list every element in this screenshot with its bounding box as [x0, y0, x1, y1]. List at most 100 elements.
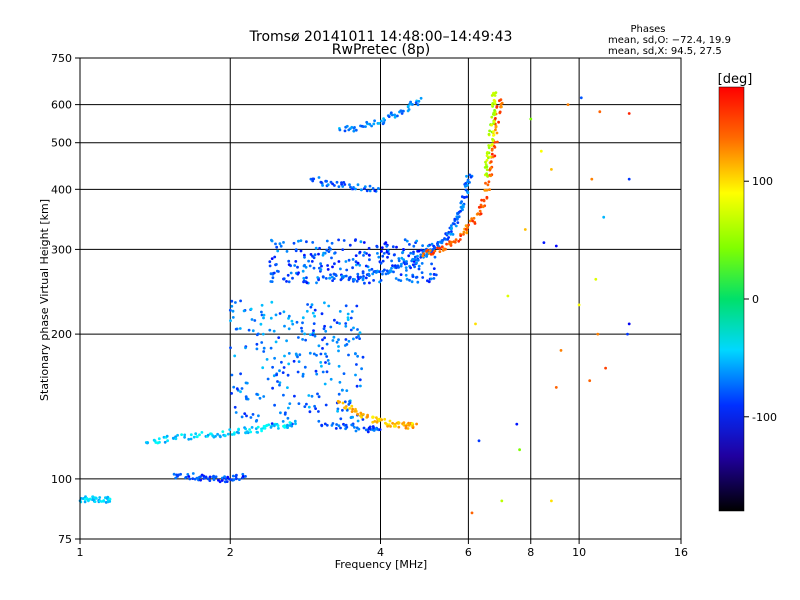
trace-point	[490, 148, 494, 152]
trace-point	[293, 419, 297, 423]
cluster-point	[350, 310, 354, 313]
trace-point	[416, 103, 420, 107]
cluster-point	[303, 255, 306, 259]
cluster-point	[390, 259, 393, 263]
trace-point	[441, 249, 445, 252]
trace-point	[419, 255, 423, 259]
cluster-point	[416, 254, 419, 258]
trace-point	[397, 425, 401, 429]
cluster-point	[397, 257, 401, 260]
trace-point	[395, 421, 399, 425]
scattered-point	[523, 228, 527, 231]
trace-point	[249, 430, 253, 434]
trace-point	[108, 500, 112, 503]
cluster-point	[407, 254, 411, 258]
trace-point	[353, 426, 356, 429]
cluster-point	[262, 346, 266, 350]
trace-point	[238, 478, 241, 481]
trace-point	[106, 495, 110, 499]
cluster-point	[240, 387, 244, 390]
trace-point	[311, 177, 315, 181]
cluster-point	[320, 264, 323, 268]
trace-point	[223, 434, 227, 438]
trace-point	[378, 428, 382, 431]
cluster-point	[327, 246, 331, 250]
trace-point	[421, 254, 425, 258]
trace-point	[356, 272, 360, 276]
trace-point	[383, 417, 387, 421]
cluster-point	[335, 340, 339, 344]
trace-point	[197, 478, 200, 482]
trace-point	[353, 409, 357, 413]
trace-point	[174, 476, 178, 480]
trace-point	[260, 427, 263, 431]
cluster-point	[338, 310, 342, 313]
cluster-point	[294, 248, 298, 252]
trace-point	[413, 255, 417, 259]
cluster-point	[363, 251, 366, 254]
trace-point	[245, 430, 249, 433]
trace-point	[440, 239, 444, 242]
trace-point	[489, 174, 493, 178]
trace-point	[157, 437, 161, 441]
trace-point	[335, 423, 338, 426]
cluster-point	[381, 259, 385, 263]
trace-point	[479, 212, 483, 216]
cluster-point	[307, 259, 310, 263]
cluster-point	[395, 245, 398, 249]
trace-point	[189, 437, 193, 441]
cluster-point	[253, 319, 257, 322]
cluster-point	[250, 318, 254, 321]
cluster-point	[309, 253, 313, 256]
cluster-point	[325, 370, 329, 374]
cluster-point	[354, 254, 358, 257]
trace-point	[368, 184, 372, 188]
y-tick-label-200: 200	[51, 328, 72, 341]
cluster-point	[405, 239, 409, 243]
scattered-point	[500, 499, 504, 503]
cluster-point	[420, 271, 424, 274]
trace-point	[208, 479, 212, 482]
trace-point	[387, 115, 391, 118]
trace-point	[373, 119, 376, 123]
trace-point	[363, 185, 367, 189]
cluster-point	[258, 396, 262, 400]
trace-point	[465, 195, 469, 199]
trace-point	[244, 475, 247, 478]
cluster-point	[358, 378, 362, 382]
trace-point	[341, 185, 345, 188]
scattered-point	[550, 168, 553, 171]
trace-point	[393, 115, 397, 119]
trace-point	[473, 222, 477, 225]
cluster-point	[377, 255, 381, 259]
x-tick-label-8: 8	[527, 546, 534, 559]
trace-point	[462, 196, 466, 199]
cluster-point	[312, 266, 316, 270]
cluster-point	[323, 382, 327, 386]
cluster-point	[348, 400, 351, 403]
cluster-point	[337, 238, 340, 242]
cluster-point	[313, 334, 317, 338]
trace-point	[479, 203, 483, 207]
trace-point	[488, 155, 492, 159]
cluster-point	[270, 422, 274, 425]
trace-point	[456, 212, 460, 215]
trace-point	[338, 400, 341, 404]
cluster-point	[305, 240, 308, 244]
cluster-point	[251, 413, 255, 416]
y-axis-ticks: 75 100 200 300 400 500 600 750	[51, 52, 80, 546]
trace-point	[484, 181, 487, 185]
cluster-point	[298, 353, 302, 357]
trace-point	[393, 264, 397, 267]
scattered-point	[542, 241, 546, 245]
cluster-point	[234, 327, 238, 331]
trace-point	[108, 497, 112, 501]
trace-point	[373, 270, 377, 273]
cluster-point	[342, 372, 346, 375]
trace-point	[265, 423, 269, 427]
trace-point	[370, 124, 373, 128]
trace-point	[235, 430, 239, 434]
cluster-point	[255, 342, 259, 346]
cluster-point	[355, 279, 359, 283]
trace-point	[172, 472, 176, 476]
